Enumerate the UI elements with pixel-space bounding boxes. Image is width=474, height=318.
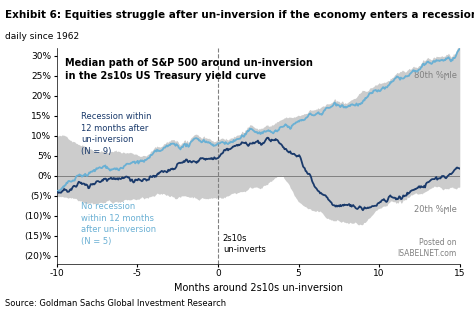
Text: Source: Goldman Sachs Global Investment Research: Source: Goldman Sachs Global Investment … [5, 300, 226, 308]
Text: 80th %ϻle: 80th %ϻle [413, 71, 456, 80]
Text: Exhibit 6: Equities struggle after un-inversion if the economy enters a recessio: Exhibit 6: Equities struggle after un-in… [5, 10, 474, 19]
Text: No recession
within 12 months
after un-inversion
(N = 5): No recession within 12 months after un-i… [81, 202, 156, 246]
Text: 2s10s
un-inverts: 2s10s un-inverts [223, 234, 266, 254]
Text: 20th %ϻle: 20th %ϻle [414, 205, 456, 214]
Text: Median path of S&P 500 around un-inversion
in the 2s10s US Treasury yield curve: Median path of S&P 500 around un-inversi… [65, 58, 313, 81]
Text: Recession within
12 months after
un-inversion
(N = 9): Recession within 12 months after un-inve… [81, 112, 152, 156]
Text: Posted on
ISABELNET.com: Posted on ISABELNET.com [397, 238, 456, 258]
X-axis label: Months around 2s10s un-inversion: Months around 2s10s un-inversion [174, 283, 343, 293]
Text: daily since 1962: daily since 1962 [5, 32, 79, 41]
